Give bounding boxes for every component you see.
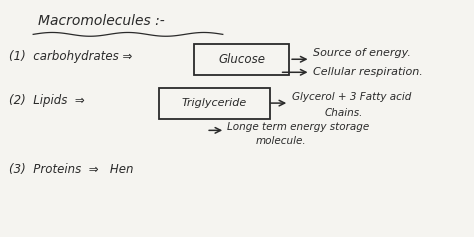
Text: (3)  Proteins  ⇒   Hen: (3) Proteins ⇒ Hen (9, 163, 134, 176)
FancyBboxPatch shape (159, 88, 270, 118)
Text: Glucose: Glucose (218, 53, 265, 66)
Text: molecule.: molecule. (256, 136, 307, 146)
Text: Longe term energy storage: Longe term energy storage (227, 122, 369, 132)
Text: Glycerol + 3 Fatty acid: Glycerol + 3 Fatty acid (292, 92, 411, 102)
Text: (2)  Lipids  ⇒: (2) Lipids ⇒ (9, 94, 85, 107)
Text: Cellular respiration.: Cellular respiration. (313, 67, 423, 77)
FancyBboxPatch shape (194, 44, 289, 75)
Text: Triglyceride: Triglyceride (182, 98, 247, 108)
Text: Source of energy.: Source of energy. (313, 48, 410, 58)
Text: (1)  carbohydrates ⇒: (1) carbohydrates ⇒ (9, 50, 133, 63)
Text: Chains.: Chains. (325, 108, 363, 118)
Text: Macromolecules :-: Macromolecules :- (38, 14, 164, 28)
